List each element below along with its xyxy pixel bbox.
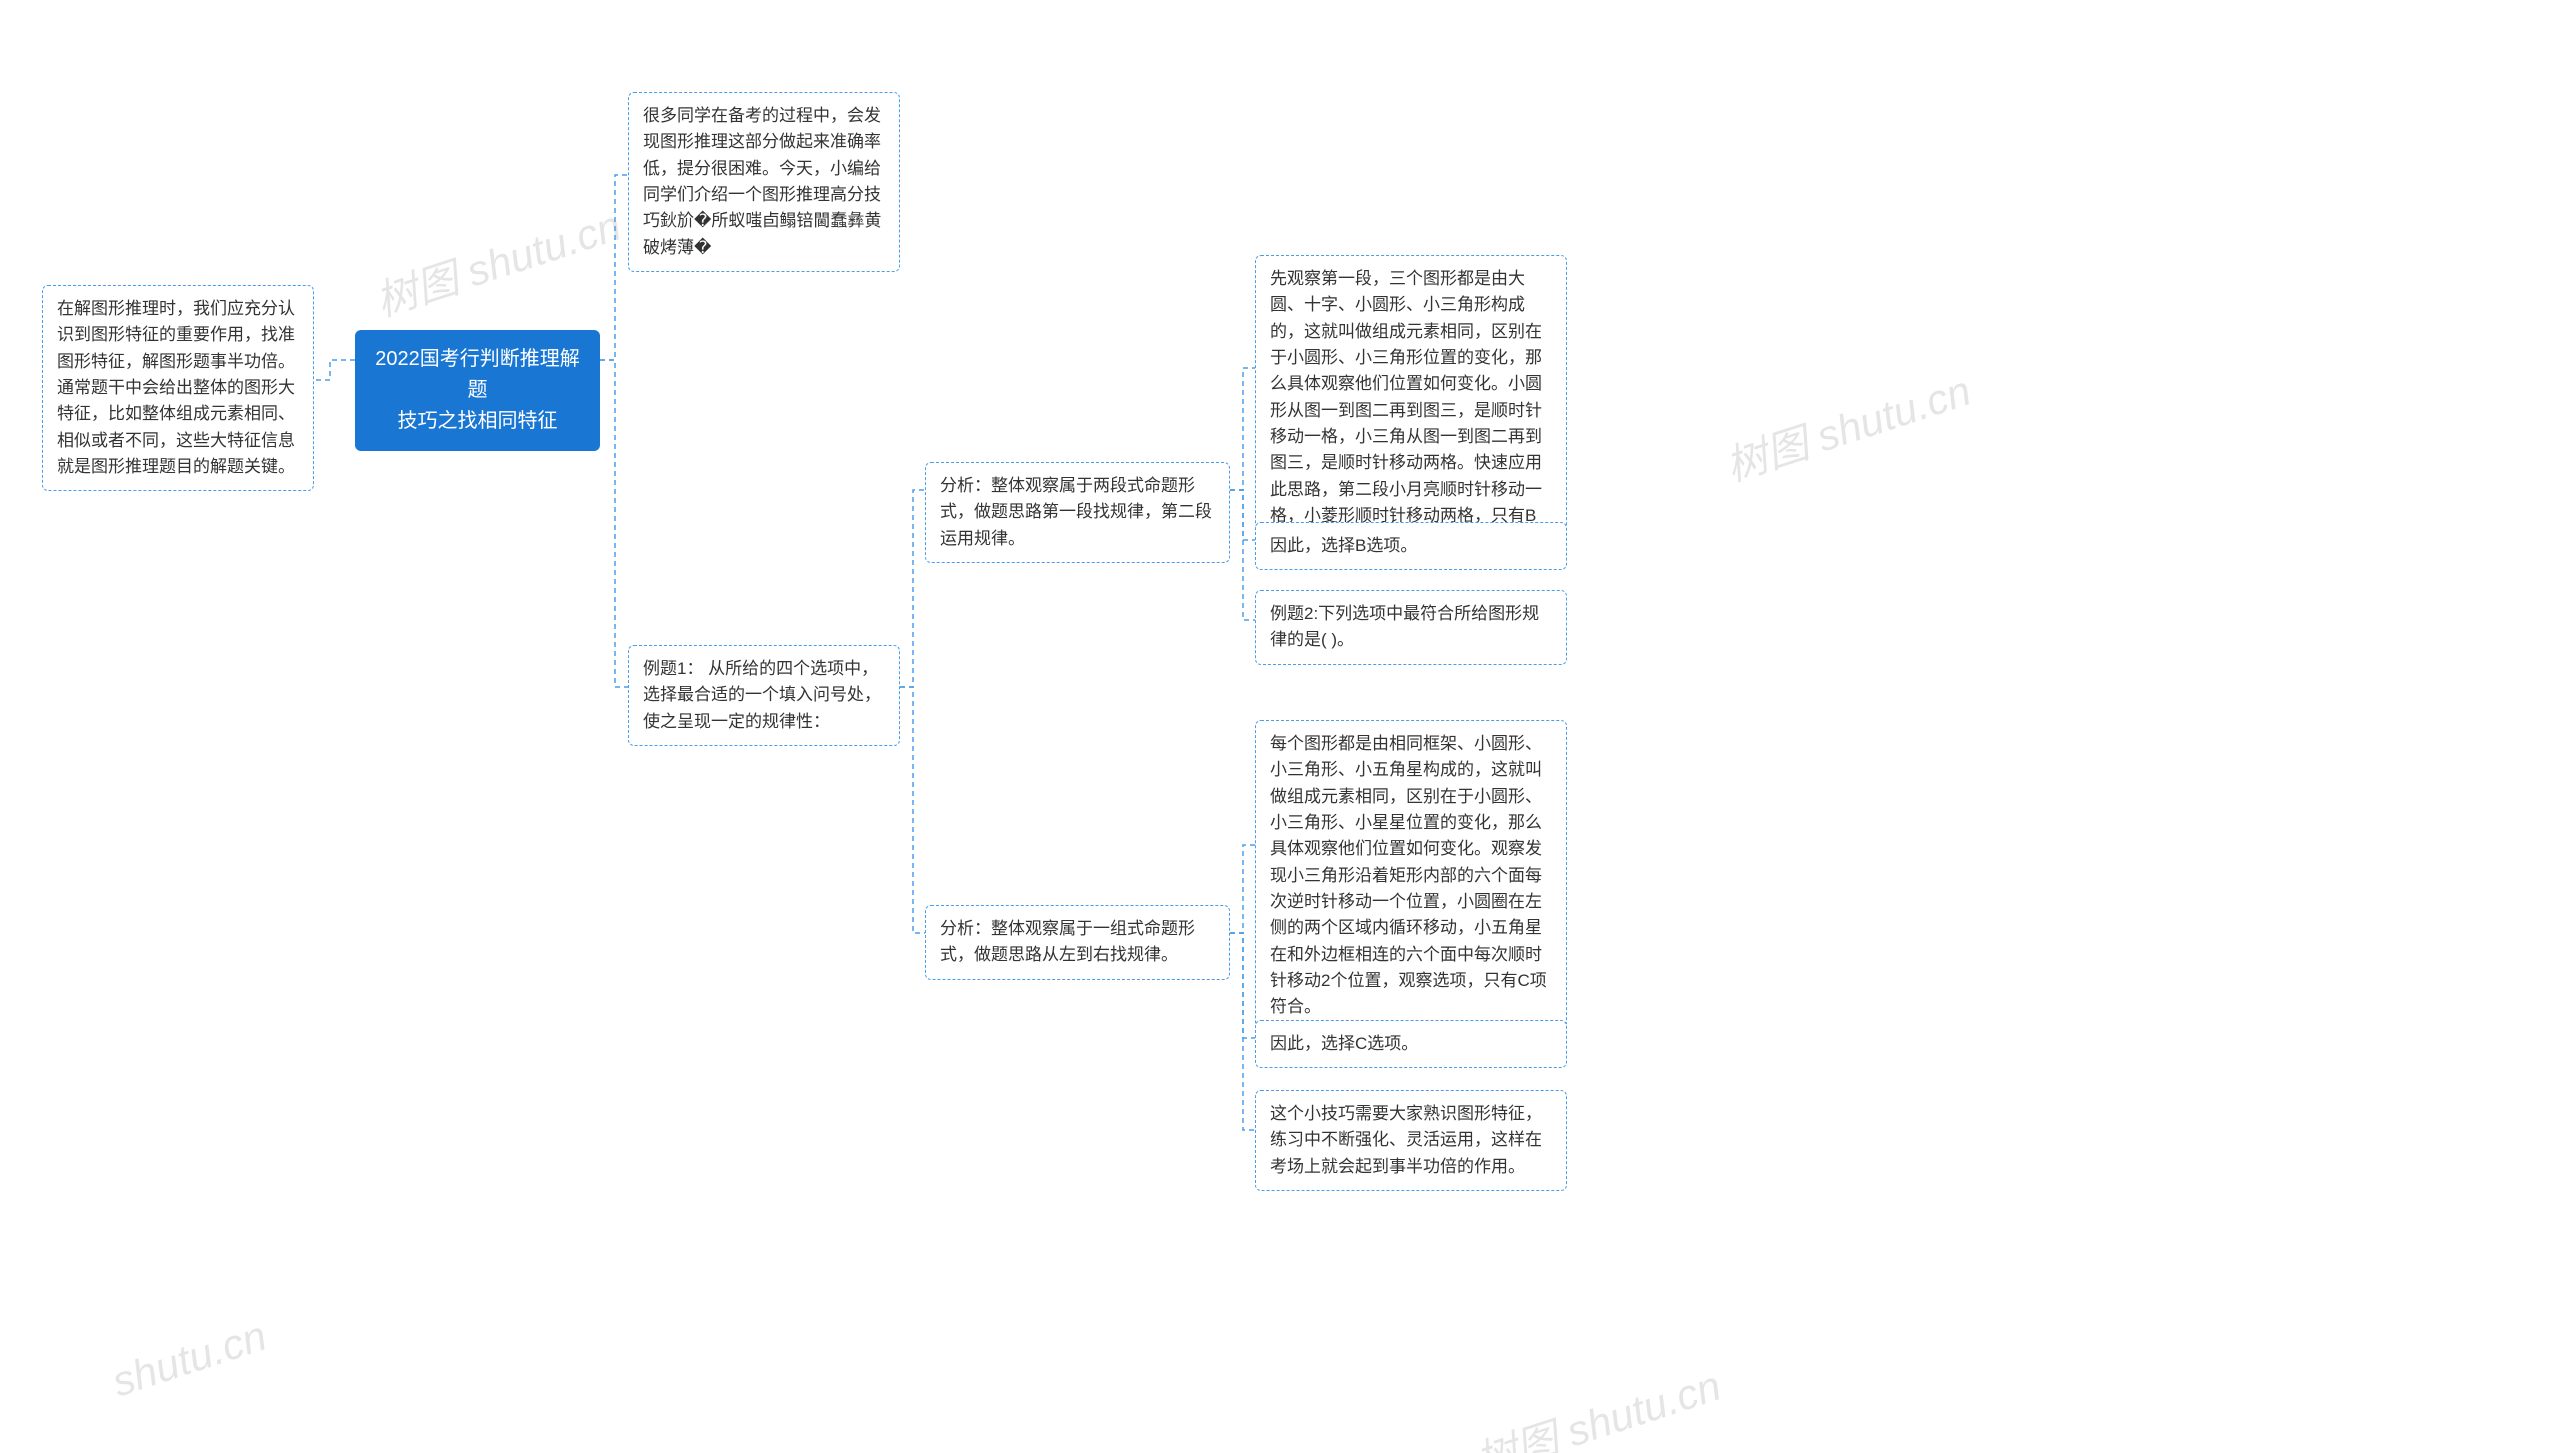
intro-node: 很多同学在备考的过程中，会发现图形推理这部分做起来准确率低，提分很困难。今天，小… [628, 92, 900, 272]
analysis2-conclusion-text: 因此，选择C选项。 [1270, 1034, 1418, 1053]
analysis1-label-node: 分析：整体观察属于两段式命题形式，做题思路第一段找规律，第二段运用规律。 [925, 462, 1230, 563]
analysis2-tip-text: 这个小技巧需要大家熟识图形特征，练习中不断强化、灵活运用，这样在考场上就会起到事… [1270, 1104, 1542, 1176]
example1-prompt-node: 例题1： 从所给的四个选项中，选择最合适的一个填入问号处，使之呈现一定的规律性： [628, 645, 900, 746]
example2-prompt-text: 例题2:下列选项中最符合所给图形规律的是( )。 [1270, 604, 1539, 649]
intro-text: 很多同学在备考的过程中，会发现图形推理这部分做起来准确率低，提分很困难。今天，小… [643, 106, 881, 257]
analysis2-detail-node: 每个图形都是由相同框架、小圆形、小三角形、小五角星构成的，这就叫做组成元素相同，… [1255, 720, 1567, 1032]
analysis1-detail-text: 先观察第一段，三个图形都是由大圆、十字、小圆形、小三角形构成的，这就叫做组成元素… [1270, 269, 1542, 551]
left-summary-node: 在解图形推理时，我们应充分认识到图形特征的重要作用，找准图形特征，解图形题事半功… [42, 285, 314, 491]
analysis2-label-node: 分析：整体观察属于一组式命题形式，做题思路从左到右找规律。 [925, 905, 1230, 980]
analysis2-tip-node: 这个小技巧需要大家熟识图形特征，练习中不断强化、灵活运用，这样在考场上就会起到事… [1255, 1090, 1567, 1191]
example1-prompt-text: 例题1： 从所给的四个选项中，选择最合适的一个填入问号处，使之呈现一定的规律性： [643, 659, 881, 731]
root-title-line1: 2022国考行判断推理解题 [375, 344, 580, 406]
root-node: 2022国考行判断推理解题 技巧之找相同特征 [355, 330, 600, 451]
watermark: 树图 shutu.cn [1467, 1352, 1728, 1453]
analysis1-detail-node: 先观察第一段，三个图形都是由大圆、十字、小圆形、小三角形构成的，这就叫做组成元素… [1255, 255, 1567, 567]
analysis1-label-text: 分析：整体观察属于两段式命题形式，做题思路第一段找规律，第二段运用规律。 [940, 476, 1212, 548]
watermark: 树图 shutu.cn [1717, 357, 1978, 494]
watermark: 树图 shutu.cn [367, 192, 628, 329]
analysis1-conclusion-text: 因此，选择B选项。 [1270, 536, 1417, 555]
analysis2-detail-text: 每个图形都是由相同框架、小圆形、小三角形、小五角星构成的，这就叫做组成元素相同，… [1270, 734, 1547, 1016]
analysis2-label-text: 分析：整体观察属于一组式命题形式，做题思路从左到右找规律。 [940, 919, 1195, 964]
analysis2-conclusion-node: 因此，选择C选项。 [1255, 1020, 1567, 1068]
example2-prompt-node: 例题2:下列选项中最符合所给图形规律的是( )。 [1255, 590, 1567, 665]
left-summary-text: 在解图形推理时，我们应充分认识到图形特征的重要作用，找准图形特征，解图形题事半功… [57, 299, 295, 476]
root-title-line2: 技巧之找相同特征 [375, 406, 580, 437]
analysis1-conclusion-node: 因此，选择B选项。 [1255, 522, 1567, 570]
watermark: shutu.cn [106, 1312, 272, 1407]
